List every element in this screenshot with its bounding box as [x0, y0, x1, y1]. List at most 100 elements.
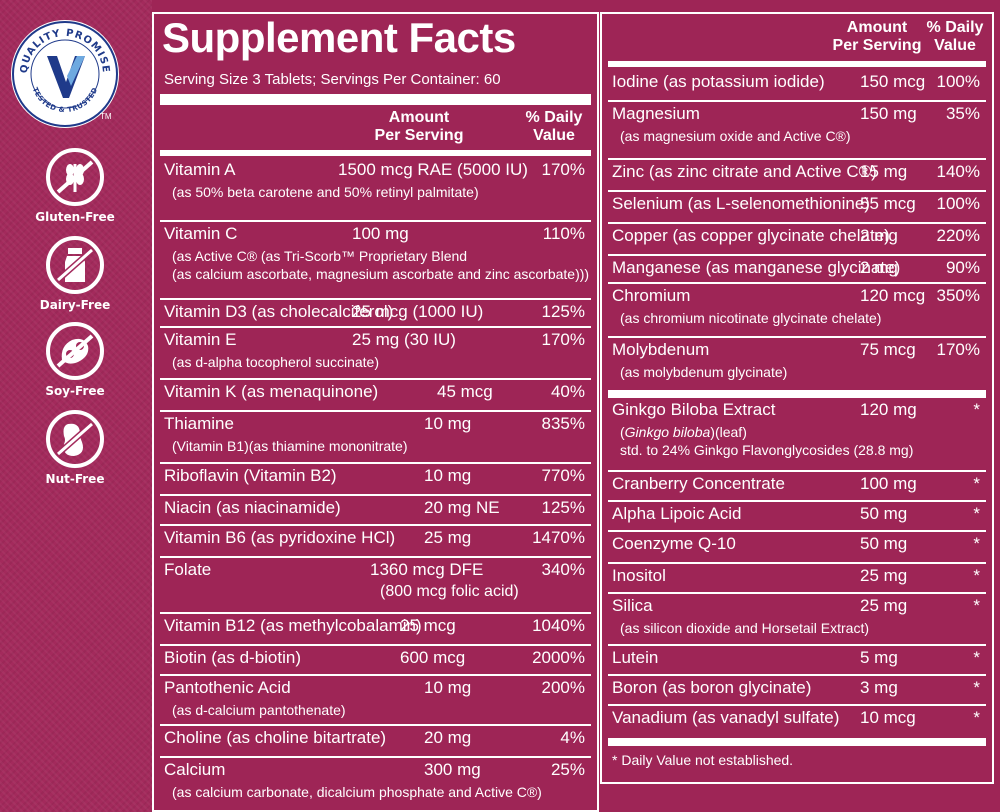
nutrient-amount: 25 mcg [400, 616, 456, 635]
nutrient-daily-value: 110% [542, 224, 585, 243]
row-divider [608, 282, 986, 284]
nutrient-amount: 10 mg [424, 466, 472, 485]
nutrient-source: (as magnesium oxide and Active C®) [620, 128, 851, 144]
dairy-free-badge: Dairy-Free [20, 236, 130, 312]
left-nutrient-row: Vitamin K (as menaquinone) 45 mcg 40% [162, 382, 589, 406]
nutrient-name: Alpha Lipoic Acid [612, 504, 742, 523]
nutrient-amount: 10 mg [424, 678, 472, 697]
nutrient-source-detail: std. to 24% Ginkgo Flavonglycosides (28.… [620, 442, 914, 458]
nutrient-source: (as Active C® (as Tri-Scorb™ Proprietary… [172, 248, 468, 264]
nutrient-name: Molybdenum [612, 340, 710, 359]
nutrient-amount: 25 mg [860, 596, 908, 615]
nutrient-daily-value: * [973, 596, 980, 615]
nutrient-amount: 20 mg [424, 728, 472, 747]
nutrient-name: Calcium [164, 760, 226, 779]
dairy-free-label: Dairy-Free [39, 298, 111, 312]
nutrient-name: Iodine (as potassium iodide) [612, 72, 825, 91]
nutrient-name: Pantothenic Acid [164, 678, 291, 697]
left-nutrient-row: Vitamin A 1500 mcg RAE (5000 IU) 170% (as 5… [162, 160, 589, 220]
right-nutrient-row: Lutein 5 mg * [610, 648, 984, 672]
nutrient-daily-value: 2000% [532, 648, 585, 667]
nutrient-amount: 25 mg [424, 528, 472, 547]
nutrient-amount-detail: (800 mcg folic acid) [380, 583, 519, 600]
nutrient-name: Silica [612, 596, 653, 615]
nutrient-name: Folate [164, 560, 212, 579]
row-divider [160, 298, 591, 300]
nutrient-daily-value: * [973, 678, 980, 697]
nutrient-source: (as chromium nicotinate glycinate chelat… [620, 310, 882, 326]
nutrient-daily-value: 125% [541, 498, 585, 517]
right-nutrient-row: Selenium (as L-selenomethionine) 55 mcg 10… [610, 194, 984, 218]
nutrient-daily-value: 170% [936, 340, 980, 359]
nutrient-source: (as d-alpha tocopherol succinate) [172, 354, 380, 370]
nutrient-amount: 5 mg [860, 648, 898, 667]
right-nutrient-row: Alpha Lipoic Acid 50 mg * [610, 504, 984, 528]
dv-header-line2: Value [533, 127, 575, 144]
right-nutrient-row: Iodine (as potassium iodide) 150 mcg 100% [610, 72, 984, 96]
nutrient-amount: 120 mcg [860, 286, 926, 305]
nutrient-amount: 2 mg [860, 226, 898, 245]
nutrient-daily-value: 4% [560, 728, 585, 747]
nutrient-amount: 20 mg NE [424, 498, 500, 517]
gluten-free-badge: Gluten-Free [20, 148, 130, 224]
header-divider [160, 150, 591, 156]
nutrient-amount: 50 mg [860, 504, 908, 523]
nutrient-amount: 100 mg [352, 224, 409, 243]
right-nutrient-row: Manganese (as manganese glycinate) 2 mg 90… [610, 258, 984, 282]
right-nutrient-row: Coenzyme Q-10 50 mg * [610, 534, 984, 558]
amount-header-right-line2: Per Serving [832, 37, 922, 54]
nutrient-name: Magnesium [612, 104, 700, 123]
nutrient-name: Vitamin D3 (as cholecalciferol) [164, 302, 394, 321]
thick-divider [160, 94, 591, 105]
nutrient-daily-value: 350% [936, 286, 980, 305]
right-nutrient-row: Cranberry Concentrate 100 mg * [610, 474, 984, 498]
row-divider [160, 410, 591, 412]
amount-header-line1: Amount [388, 109, 450, 126]
nutrient-name: Selenium (as L-selenomethionine) [612, 194, 870, 213]
quality-promise-seal: QUALITY PROMISE TESTED & TRUSTED [11, 20, 119, 128]
nutrient-name: Vitamin B6 (as pyridoxine HCl) [164, 528, 396, 547]
nutrient-name: Vitamin A [164, 160, 236, 179]
nutrient-amount: 25 mg (30 IU) [352, 330, 456, 349]
row-divider [608, 190, 986, 192]
nutrient-daily-value: 1470% [532, 528, 585, 547]
nutrient-amount: 10 mcg [860, 708, 916, 727]
nutrient-name: Coenzyme Q-10 [612, 534, 736, 553]
nutrient-name: Vanadium (as vanadyl sulfate) [612, 708, 840, 727]
nut-free-label: Nut-Free [45, 472, 105, 486]
amount-header: Amount Per Serving [364, 109, 474, 145]
nutrient-daily-value: 170% [541, 330, 585, 349]
row-divider [608, 470, 986, 472]
soy-free-label: Soy-Free [45, 384, 105, 398]
row-divider [608, 592, 986, 594]
nutrient-amount: 120 mg [860, 400, 917, 419]
nutrient-daily-value: 220% [936, 226, 980, 245]
left-nutrient-row: Choline (as choline bitartrate) 20 mg 4% [162, 728, 589, 752]
row-divider [608, 674, 986, 676]
badge-sidebar: QUALITY PROMISE TESTED & TRUSTED TM Glut… [0, 0, 152, 812]
seal-trademark: TM [100, 112, 112, 121]
dv-header: % Daily Value [519, 109, 589, 145]
left-nutrient-row: Thiamine 10 mg 835% (Vitamin B1)(as thiamin… [162, 414, 589, 462]
supplement-facts-panel-left: Supplement Facts Serving Size 3 Tablets;… [152, 12, 599, 812]
nutrient-name: Vitamin B12 (as methylcobalamin) [164, 616, 422, 635]
footnote: * Daily Value not established. [612, 752, 794, 768]
nutrient-daily-value: 100% [936, 72, 980, 91]
nutrient-amount: 55 mcg [860, 194, 916, 213]
right-nutrient-row: Copper (as copper glycinate chelate) 2 mg… [610, 226, 984, 250]
nutrient-daily-value: 100% [936, 194, 980, 213]
left-nutrient-row: Vitamin C 100 mg 110% (as Active C® (as Tri… [162, 224, 589, 298]
left-nutrient-row: Biotin (as d-biotin) 600 mcg 2000% [162, 648, 589, 672]
header-divider-right [608, 61, 986, 67]
nutrient-daily-value: 200% [541, 678, 585, 697]
right-nutrient-row: Molybdenum 75 mcg 170% (as molybdenum glyci… [610, 340, 984, 390]
nutrient-daily-value: 340% [541, 560, 585, 579]
nutrient-amount: 150 mg [860, 104, 917, 123]
nutrient-source: (as silicon dioxide and Horsetail Extrac… [620, 620, 869, 636]
left-nutrient-row: Pantothenic Acid 10 mg 200% (as d-calcium p… [162, 678, 589, 726]
nutrient-name: Ginkgo Biloba Extract [612, 400, 776, 419]
right-nutrient-row: Chromium 120 mcg 350% (as chromium nicotina… [610, 286, 984, 336]
nutrient-source: (Ginkgo biloba)(leaf) [620, 424, 747, 440]
left-nutrient-row: Calcium 300 mg 25% (as calcium carbonate, d… [162, 760, 589, 812]
dv-header-line1: % Daily [525, 109, 583, 126]
